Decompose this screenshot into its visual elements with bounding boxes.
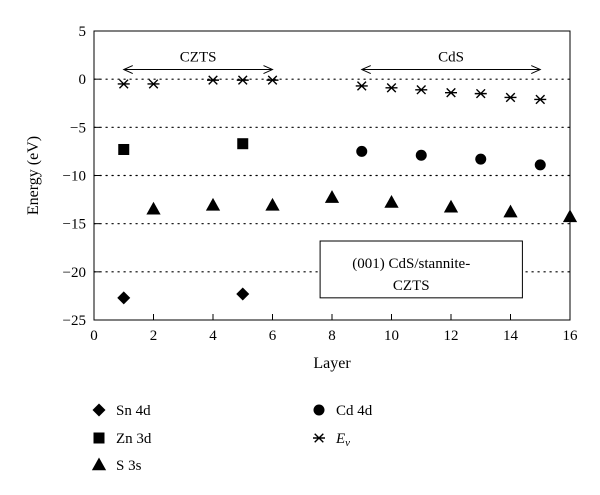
point-zn-3d: [237, 138, 249, 150]
y-tick-label: 5: [79, 24, 87, 40]
region-markers: CZTS CdS: [122, 50, 542, 74]
legend: Sn 4d Zn 3d S 3s Cd 4d Ev: [91, 403, 373, 474]
region-label: CdS: [438, 50, 464, 66]
legend-marker: [93, 432, 105, 444]
point-cd-4d: [356, 145, 368, 157]
point-cd-4d: [475, 153, 487, 165]
legend-marker: [91, 457, 107, 471]
point-s-3s: [443, 199, 459, 213]
point-s-3s: [265, 197, 280, 211]
x-tick-label: 10: [384, 328, 399, 344]
y-tick-label: −25: [63, 313, 86, 329]
point-e: [415, 84, 428, 95]
annotation-text: (001) CdS/stannite-: [352, 256, 470, 272]
point-sn-4d: [117, 291, 131, 305]
x-tick-label: 6: [269, 328, 277, 344]
region-arrow-head-left: [360, 65, 371, 74]
point-e: [207, 75, 219, 85]
point-e: [534, 94, 547, 105]
x-tick-label: 14: [503, 328, 519, 344]
point-e: [236, 75, 249, 85]
legend-label: Cd 4d: [336, 403, 373, 419]
y-tick-label: −10: [63, 169, 86, 185]
legend-label: Ev: [335, 431, 350, 449]
y-tick-label: −15: [63, 217, 86, 233]
x-tick-label: 16: [563, 328, 579, 344]
point-s-3s: [146, 201, 161, 215]
x-tick-label: 8: [328, 328, 336, 344]
region-arrow-head-right: [263, 65, 274, 74]
x-axis-label: Layer: [313, 355, 351, 372]
point-e: [385, 83, 398, 93]
point-e: [445, 87, 457, 98]
region-label: CZTS: [180, 50, 217, 66]
annotation-text: CZTS: [393, 278, 430, 294]
x-tick-label: 4: [209, 328, 217, 344]
point-e: [117, 79, 130, 89]
region-arrow-head-right: [531, 65, 542, 74]
point-sn-4d: [236, 287, 250, 301]
y-tick-label: −5: [70, 120, 86, 136]
x-tick-label: 12: [444, 328, 459, 344]
legend-marker: [92, 403, 106, 417]
point-s-3s: [324, 190, 340, 203]
point-s-3s: [503, 204, 518, 218]
point-e: [474, 88, 487, 99]
point-cd-4d: [415, 149, 427, 161]
point-zn-3d: [118, 143, 130, 155]
y-tick-label: 0: [79, 72, 87, 88]
x-tick-label: 2: [150, 328, 158, 344]
x-tick-label: 0: [90, 328, 98, 344]
point-e: [266, 75, 279, 85]
legend-label: S 3s: [116, 458, 142, 474]
annotation-box: (001) CdS/stannite- CZTS: [319, 240, 523, 299]
y-axis-label: Energy (eV): [25, 136, 42, 215]
point-e: [504, 92, 517, 103]
data-marks: [117, 75, 578, 305]
point-e: [355, 81, 368, 91]
point-s-3s: [384, 194, 399, 208]
legend-label: Zn 3d: [116, 431, 152, 447]
legend-marker: [313, 404, 325, 416]
y-tick-label: −20: [63, 265, 86, 281]
region-arrow-head-left: [122, 65, 133, 74]
point-s-3s: [205, 197, 221, 211]
legend-marker: [313, 433, 325, 443]
annotation-frame: [319, 240, 523, 299]
axes: 50−5−10−15−20−250 2 4 6 8 10 12 14 16LayerEnergy…: [25, 24, 578, 372]
point-e: [147, 79, 160, 89]
legend-label: Sn 4d: [116, 403, 151, 419]
point-cd-4d: [534, 159, 546, 171]
point-s-3s: [562, 209, 578, 223]
